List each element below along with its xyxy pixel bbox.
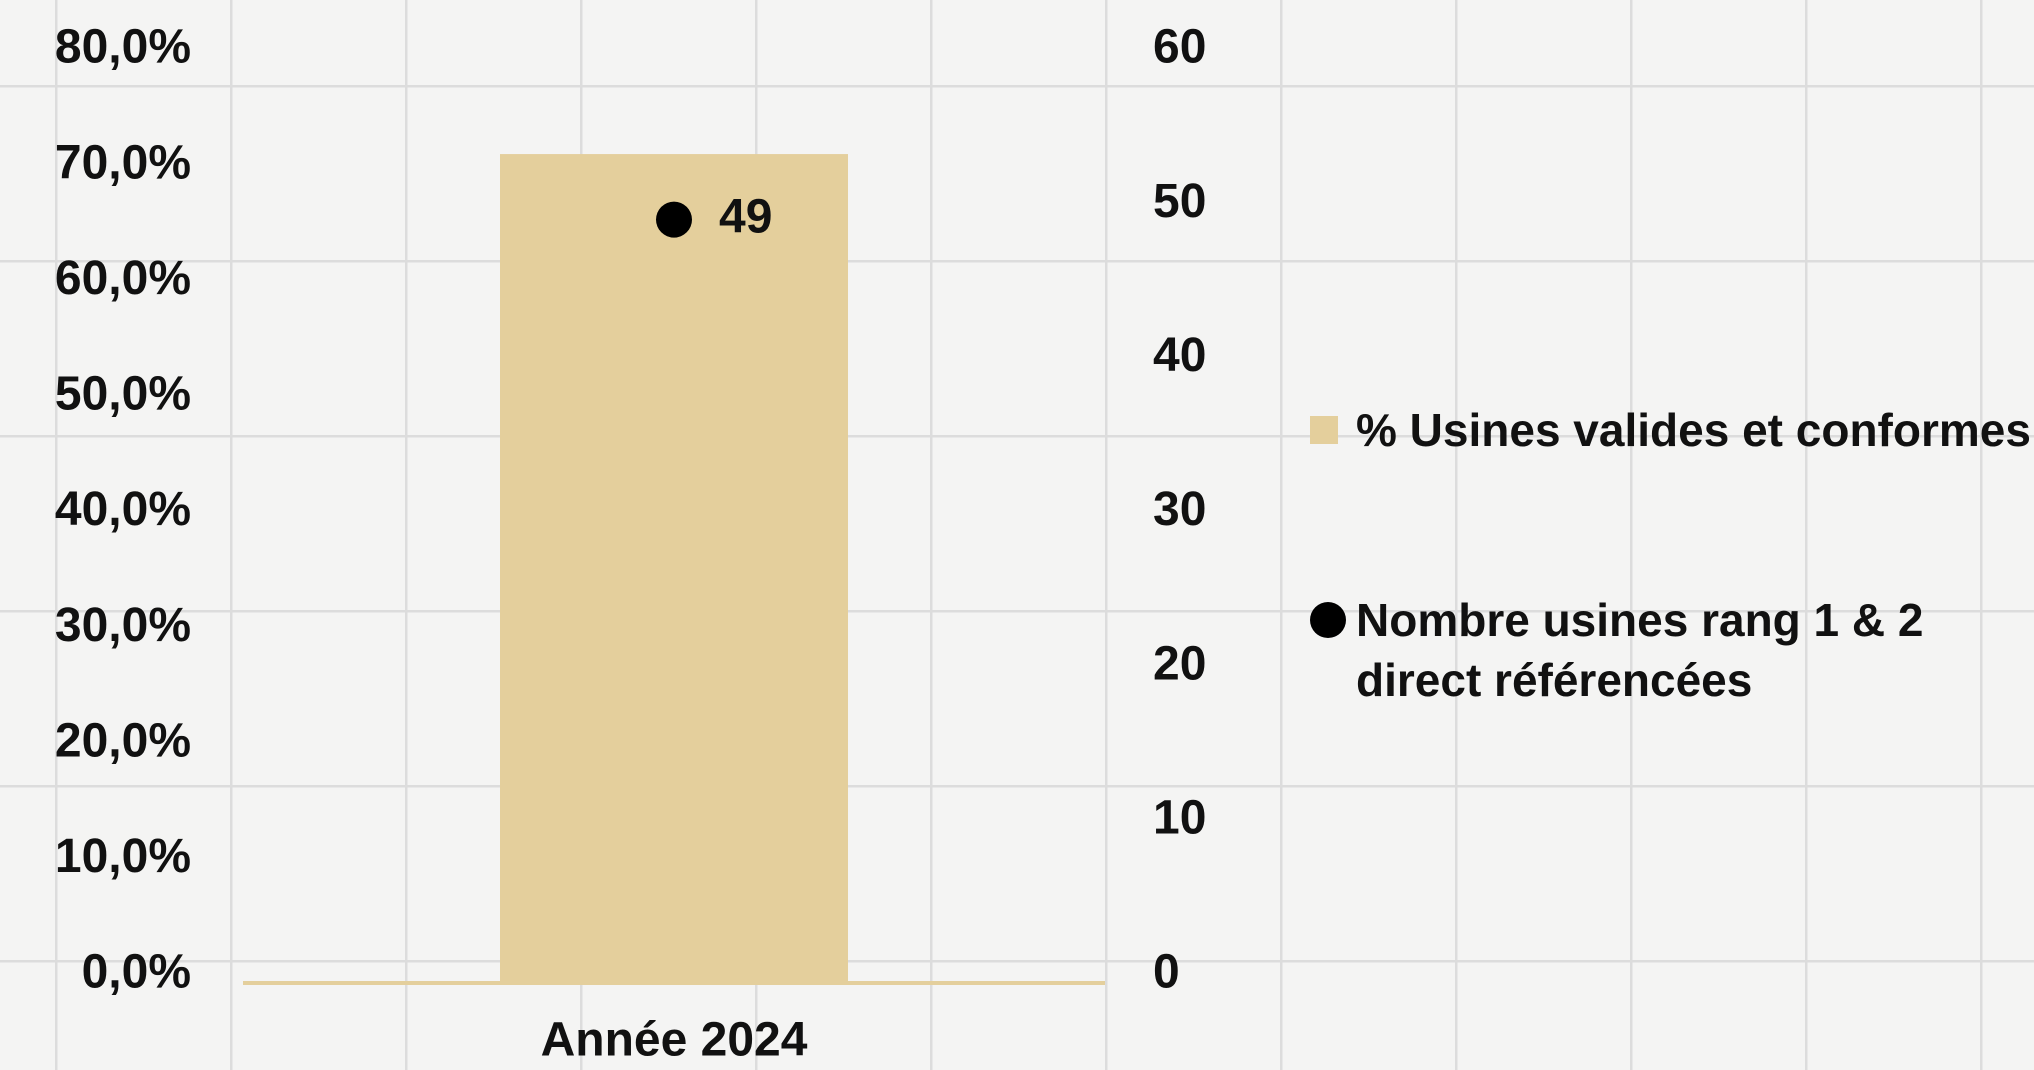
legend-label: Nombre usines rang 1 & 2 direct référenc… bbox=[1356, 594, 1924, 706]
y-tick-label: 20,0% bbox=[55, 714, 191, 767]
y-tick-label: 50,0% bbox=[55, 368, 191, 421]
y2-tick-label: 30 bbox=[1153, 483, 1206, 536]
y2-tick-label: 20 bbox=[1153, 637, 1206, 690]
y2-tick-label: 0 bbox=[1153, 946, 1180, 999]
point bbox=[656, 201, 692, 238]
legend-swatch bbox=[1310, 416, 1338, 444]
y2-tick-label: 10 bbox=[1153, 792, 1206, 845]
y2-tick-label: 50 bbox=[1153, 175, 1206, 228]
legend: % Usines valides et conformes Nombre usi… bbox=[1310, 400, 2031, 710]
y-tick-label: 30,0% bbox=[55, 599, 191, 652]
y-tick-label: 10,0% bbox=[55, 830, 191, 883]
y2-tick-label: 40 bbox=[1153, 329, 1206, 382]
plot: 0,0% 10,0% 20,0% 30,0% 40,0% 50,0% 60,0% 70,0% 8… bbox=[55, 21, 1207, 1067]
y-tick-label: 80,0% bbox=[55, 21, 191, 74]
legend-label: % Usines valides et conformes bbox=[1356, 404, 2031, 456]
legend-swatch bbox=[1310, 602, 1346, 638]
data-label: 49 bbox=[719, 190, 772, 243]
legend-item: % Usines valides et conformes bbox=[1310, 400, 2031, 460]
y-tick-label: 70,0% bbox=[55, 136, 191, 189]
y-tick-label: 60,0% bbox=[55, 252, 191, 305]
y2-tick-label: 60 bbox=[1153, 21, 1206, 74]
y-tick-label: 0,0% bbox=[82, 946, 191, 999]
y-tick-label: 40,0% bbox=[55, 483, 191, 536]
bar bbox=[500, 154, 848, 983]
x-tick-label: Année 2024 bbox=[541, 1014, 808, 1067]
legend-item: Nombre usines rang 1 & 2 direct référenc… bbox=[1310, 590, 2031, 710]
